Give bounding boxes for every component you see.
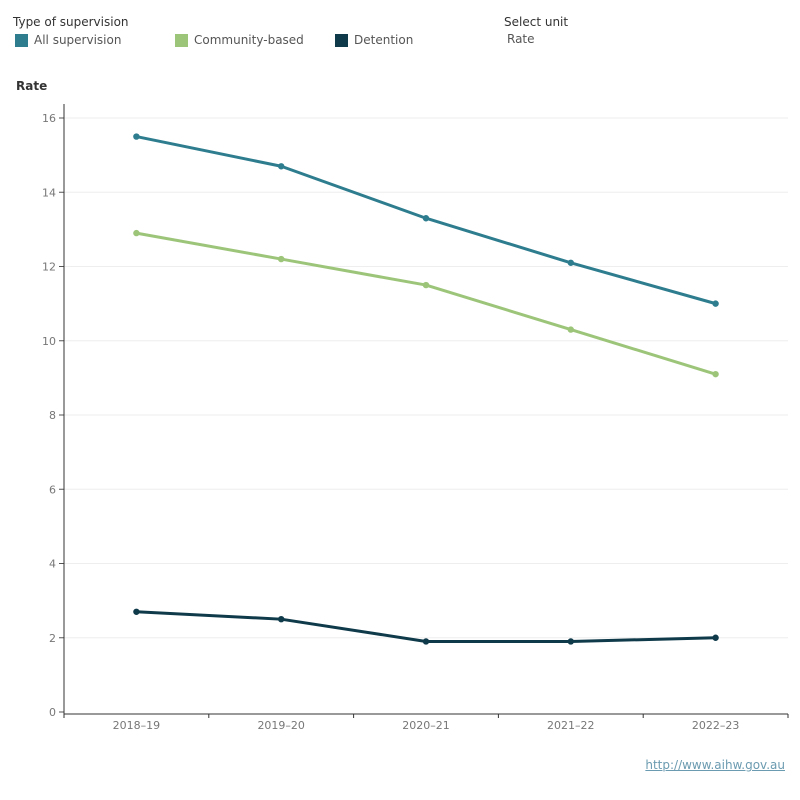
data-point-all-supervision-1[interactable] (278, 163, 285, 170)
x-tick-label-2019–20: 2019–20 (257, 719, 305, 732)
data-point-detention-0[interactable] (133, 608, 140, 615)
data-point-detention-4[interactable] (712, 634, 719, 641)
legend-label-detention: Detention (354, 33, 414, 47)
y-axis-title: Rate (16, 79, 48, 93)
legend-swatch-community-based (175, 33, 188, 47)
y-tick-label-10: 10 (42, 335, 56, 348)
legend-title: Type of supervision (13, 15, 129, 29)
legend-label-community-based: Community-based (194, 33, 304, 47)
select-unit-title: Select unit (504, 15, 569, 29)
x-tick-label-2018–19: 2018–19 (113, 719, 161, 732)
data-point-community-based-2[interactable] (422, 281, 430, 289)
y-tick-label-4: 4 (49, 558, 56, 571)
y-tick-label-16: 16 (42, 112, 56, 125)
data-point-detention-3[interactable] (567, 638, 574, 645)
x-tick-label-2021–22: 2021–22 (547, 719, 595, 732)
source-link[interactable]: http://www.aihw.gov.au (645, 758, 785, 772)
legend-item-community-based[interactable]: Community-based (175, 33, 304, 47)
data-point-community-based-1[interactable] (278, 255, 285, 263)
data-point-all-supervision-3[interactable] (567, 259, 574, 266)
data-point-community-based-3[interactable] (567, 326, 574, 333)
legend-swatch-all-supervision (15, 33, 28, 47)
x-tick-label-2022–23: 2022–23 (692, 719, 740, 732)
data-point-community-based-4[interactable] (712, 370, 719, 378)
y-tick-label-12: 12 (42, 261, 56, 274)
y-tick-label-2: 2 (49, 632, 56, 645)
x-tick-label-2020–21: 2020–21 (402, 719, 450, 732)
legend-swatch-detention (335, 33, 348, 47)
data-point-community-based-0[interactable] (133, 229, 140, 237)
legend-item-detention[interactable]: Detention (335, 33, 413, 47)
data-point-detention-1[interactable] (278, 615, 285, 623)
data-point-detention-2[interactable] (422, 638, 430, 645)
data-point-all-supervision-0[interactable] (133, 133, 140, 140)
y-tick-label-6: 6 (49, 483, 56, 496)
data-point-all-supervision-2[interactable] (422, 215, 430, 222)
y-tick-label-14: 14 (42, 186, 56, 199)
data-point-all-supervision-4[interactable] (712, 300, 719, 307)
legend-item-all-supervision[interactable]: All supervision (15, 33, 121, 47)
series-line-community-based (136, 231, 717, 376)
legend-label-all-supervision: All supervision (34, 33, 122, 47)
series-line-detention (136, 610, 716, 643)
y-tick-label-8: 8 (49, 409, 56, 422)
y-tick-label-0: 0 (49, 706, 56, 719)
select-unit-value[interactable]: Rate (507, 32, 535, 46)
